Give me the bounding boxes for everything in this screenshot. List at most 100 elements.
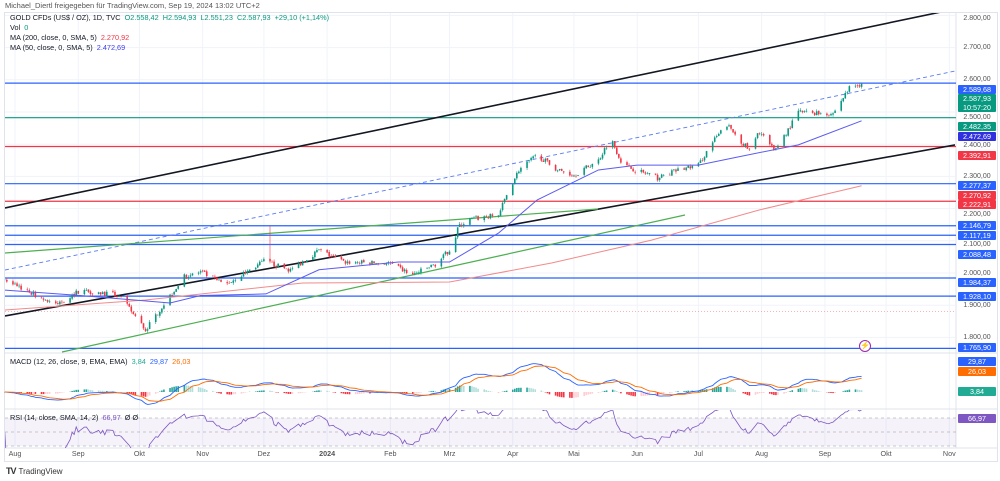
candle-body xyxy=(426,267,428,269)
macd-histogram-bar xyxy=(48,392,51,394)
candle-body xyxy=(742,144,745,146)
macd-histogram-bar xyxy=(34,392,37,394)
price-axis-label: 2.200,00 xyxy=(963,210,991,218)
price-axis-label: 2.000,00 xyxy=(963,269,991,277)
candle-body xyxy=(558,169,561,171)
macd-histogram-bar xyxy=(783,392,785,394)
candle-body xyxy=(287,268,290,272)
candle-body xyxy=(577,175,579,176)
candle-body xyxy=(713,137,716,142)
macd-histogram-bar xyxy=(420,392,422,393)
candle-body xyxy=(544,158,547,162)
candle-body xyxy=(475,216,477,217)
candle-body xyxy=(254,267,257,270)
candle-body xyxy=(797,110,800,121)
macd-histogram-bar xyxy=(55,392,57,394)
macd-histogram-bar xyxy=(597,392,600,393)
macd-histogram-bar xyxy=(644,392,647,396)
candle-body xyxy=(214,276,216,279)
candle-body xyxy=(730,124,732,129)
candle-body xyxy=(442,254,445,259)
macd-histogram-bar xyxy=(218,392,220,394)
vol-label[interactable]: Vol xyxy=(10,23,21,32)
macd-histogram-bar xyxy=(699,390,702,392)
ohlc-open: O2.558,42 xyxy=(124,13,159,22)
candle-body xyxy=(330,255,332,257)
candle-body xyxy=(403,269,406,272)
macd-histogram-bar xyxy=(220,392,222,394)
time-axis-label: Aug xyxy=(755,449,769,458)
candle-body xyxy=(183,274,186,287)
macd-histogram-bar xyxy=(654,392,657,395)
candle-body xyxy=(546,158,549,161)
candle-body xyxy=(699,160,702,163)
macd-histogram-bar xyxy=(789,391,791,392)
candle-body xyxy=(756,133,759,139)
macd-histogram-bar xyxy=(148,392,151,396)
macd-label[interactable]: MACD (12, 26, close, 9, EMA, EMA) xyxy=(10,357,128,366)
time-axis-label: 2024 xyxy=(319,449,336,458)
drawings xyxy=(5,13,955,353)
macd-histogram-bar xyxy=(361,392,363,394)
ma50-label[interactable]: MA (50, close, 0, SMA, 5) xyxy=(10,43,93,52)
rsi-label[interactable]: RSI (14, close, SMA, 14, 2) xyxy=(10,413,99,422)
macd-histogram-bar xyxy=(134,392,137,396)
candle-body xyxy=(503,199,506,203)
macd-histogram-bar xyxy=(797,388,800,392)
macd-histogram-bar xyxy=(671,392,673,393)
time-axis-label: Aug xyxy=(8,449,22,458)
candle-body xyxy=(203,270,206,272)
candle-body xyxy=(516,172,518,179)
macd-histogram-bar xyxy=(285,392,288,394)
macd-histogram-bar xyxy=(746,392,749,395)
candle-body xyxy=(428,267,430,269)
macd-histogram-bar xyxy=(363,392,365,394)
candle-body xyxy=(246,270,249,274)
candle-body xyxy=(656,174,659,181)
ma200-label[interactable]: MA (200, close, 0, SMA, 5) xyxy=(10,33,97,42)
candle-body xyxy=(458,224,461,227)
level-price-tag: 2.589,68 xyxy=(958,84,996,94)
candle-body xyxy=(432,264,434,266)
macd-histogram-bar xyxy=(71,390,73,392)
candle-body xyxy=(342,258,345,261)
candle-body xyxy=(456,227,459,238)
macd-histogram-bar xyxy=(701,389,704,392)
macd-histogram-bar xyxy=(511,389,514,392)
candle-body xyxy=(540,155,543,161)
macd-histogram-bar xyxy=(611,389,614,392)
candle-body xyxy=(613,141,616,148)
candle-body xyxy=(460,224,463,227)
macd-histogram-bar xyxy=(59,392,61,394)
macd-histogram-bar xyxy=(234,392,237,395)
macd-histogram-bar xyxy=(485,390,488,392)
candle-body xyxy=(477,215,479,221)
candle-body xyxy=(130,306,133,312)
macd-histogram-bar xyxy=(354,392,357,395)
macd-histogram-bar xyxy=(61,392,63,393)
candle-body xyxy=(228,282,230,284)
macd-histogram-bar xyxy=(534,389,536,392)
ma50-price-tag: 2.472,69 xyxy=(958,131,996,141)
candle-body xyxy=(275,266,277,268)
macd-histogram-bar xyxy=(487,390,490,392)
tradingview-logo[interactable]: TV TradingView xyxy=(6,466,63,476)
macd-legend: MACD (12, 26, close, 9, EMA, EMA) 3,84 2… xyxy=(10,357,192,366)
candle-body xyxy=(673,169,675,171)
candle-body xyxy=(312,256,314,260)
candle-body xyxy=(675,169,677,172)
event-lightning-icon[interactable]: ⚡ xyxy=(859,340,871,352)
lower-channel-trendline xyxy=(5,144,955,317)
candle-body xyxy=(526,161,528,168)
macd-histogram-bar xyxy=(844,390,847,392)
rsi-legend: RSI (14, close, SMA, 14, 2) 66,97 Ø Ø xyxy=(10,413,140,422)
candle-body xyxy=(787,128,789,136)
candle-body xyxy=(499,210,502,216)
symbol-title[interactable]: GOLD CFDs (US$ / OZ), 1D, TVC xyxy=(10,13,121,22)
candle-body xyxy=(489,213,492,219)
candle-body xyxy=(118,296,120,297)
macd-histogram-bar xyxy=(613,390,616,392)
candle-body xyxy=(61,301,63,303)
macd-histogram-bar xyxy=(169,388,171,392)
